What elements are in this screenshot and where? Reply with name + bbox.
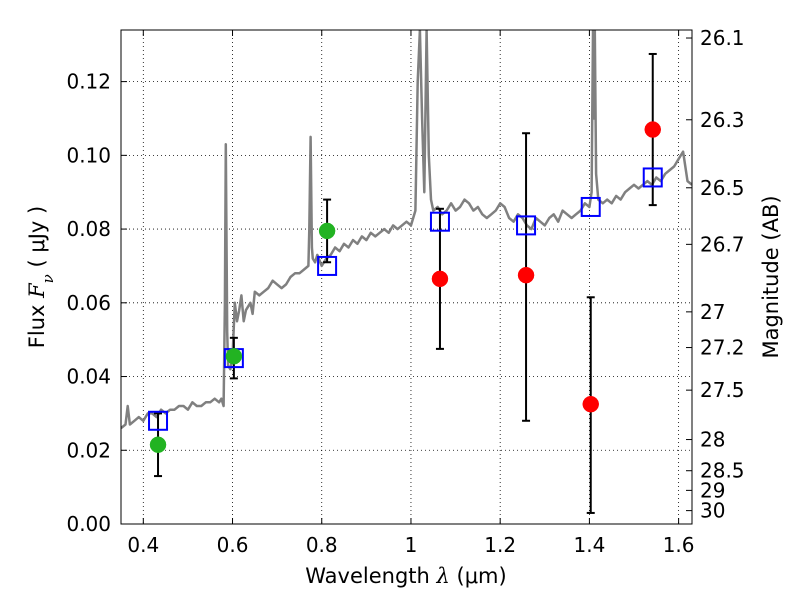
y2-tick-label: 27 (700, 300, 725, 324)
plot-background (121, 30, 692, 524)
axis-ticks: 0.4 0.6 0.8 1 1.2 1.4 1.6 0.00 0.02 0.04 0.06 0.08 0… (66, 26, 744, 557)
y2-tick-label: 27.2 (700, 336, 745, 360)
y-tick-label: 0.12 (66, 70, 111, 94)
x-tick-label: 1.4 (573, 533, 605, 557)
observed-flux-point (318, 222, 336, 240)
y2-tick-label: 26.1 (700, 26, 745, 50)
x-tick-label: 1.2 (484, 533, 516, 557)
observed-flux-point (149, 436, 167, 453)
y2-tick-label: 29 (700, 478, 725, 502)
model-spectrum-line (121, 30, 692, 430)
observed-flux-point (582, 395, 599, 413)
observed-flux-point (517, 266, 535, 284)
y2-tick-label: 26.5 (700, 176, 745, 200)
plot-area (121, 30, 692, 514)
y2-tick-label: 26.3 (700, 108, 745, 132)
observed-flux-point (644, 121, 661, 138)
x-tick-label: 0.6 (217, 533, 249, 557)
observed-flux-point (431, 270, 449, 288)
y-axis-title: Flux Fν ( μJy ) (25, 206, 57, 348)
plot-frame (120, 29, 693, 525)
x-tick-label: 1 (405, 533, 418, 557)
y-tick-label: 0.02 (66, 438, 111, 462)
y2-tick-label: 27.5 (700, 378, 745, 402)
y-tick-label: 0.10 (66, 143, 111, 167)
y2-tick-label: 26.7 (700, 232, 745, 256)
model-photometry-square (317, 255, 338, 276)
x-axis-title: Wavelength λ (μm) (305, 564, 506, 588)
y2-axis-title: Magnitude (AB) (759, 195, 783, 358)
y2-tick-label: 28.5 (700, 459, 745, 483)
y2-tick-label: 30 (700, 499, 725, 523)
model-photometry-square (516, 215, 537, 236)
x-tick-label: 0.4 (127, 533, 159, 557)
y-tick-label: 0.00 (66, 512, 111, 536)
y2-tick-label: 28 (700, 428, 725, 452)
y-tick-label: 0.08 (66, 217, 111, 241)
model-photometry-square (429, 211, 450, 232)
y-tick-label: 0.04 (66, 365, 111, 389)
observed-flux-point (225, 348, 243, 365)
y-tick-label: 0.06 (66, 291, 111, 315)
x-tick-label: 0.8 (306, 533, 338, 557)
model-photometry-square (642, 167, 663, 188)
model-photometry-square (580, 196, 601, 217)
x-tick-label: 1.6 (663, 533, 695, 557)
model-photometry-square (148, 410, 169, 431)
